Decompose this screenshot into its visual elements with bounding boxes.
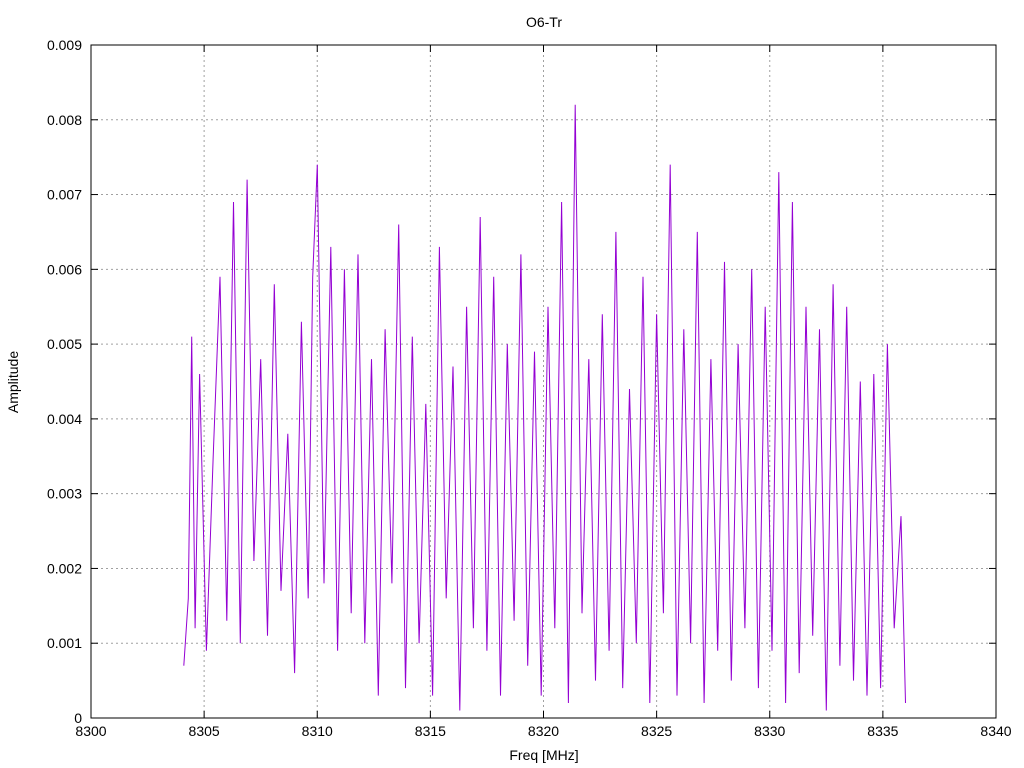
x-tick-label: 8335 — [867, 723, 898, 739]
chart-title: O6-Tr — [526, 14, 562, 30]
series-layer — [183, 104, 906, 711]
x-tick-label: 8310 — [302, 723, 333, 739]
y-tick-labels: 0 0.001 0.002 0.003 0.004 0.005 0.006 0.007 0.00… — [47, 37, 82, 726]
x-tick-labels: 8300 8305 8310 8315 8320 8325 8330 8335 8340 — [75, 723, 1011, 739]
series-line — [183, 104, 906, 711]
x-tick-label: 8325 — [641, 723, 672, 739]
x-tick-label: 8330 — [754, 723, 785, 739]
y-tick-label: 0.006 — [47, 261, 82, 277]
x-tick-label: 8340 — [980, 723, 1011, 739]
y-tick-label: 0.005 — [47, 336, 82, 352]
y-tick-label: 0.002 — [47, 560, 82, 576]
y-tick-label: 0.009 — [47, 37, 82, 53]
y-tick-label: 0.003 — [47, 486, 82, 502]
y-axis-title: Amplitude — [5, 351, 21, 413]
x-axis-title: Freq [MHz] — [509, 747, 578, 763]
y-tick-label: 0.004 — [47, 411, 82, 427]
y-tick-label: 0.008 — [47, 112, 82, 128]
x-tick-label: 8315 — [415, 723, 446, 739]
x-tick-label: 8320 — [528, 723, 559, 739]
y-tick-label: 0 — [74, 710, 82, 726]
tick-marks — [90, 44, 997, 719]
x-tick-label: 8305 — [189, 723, 220, 739]
y-tick-label: 0.007 — [47, 187, 82, 203]
y-tick-label: 0.001 — [47, 635, 82, 651]
x-tick-label: 8300 — [75, 723, 106, 739]
